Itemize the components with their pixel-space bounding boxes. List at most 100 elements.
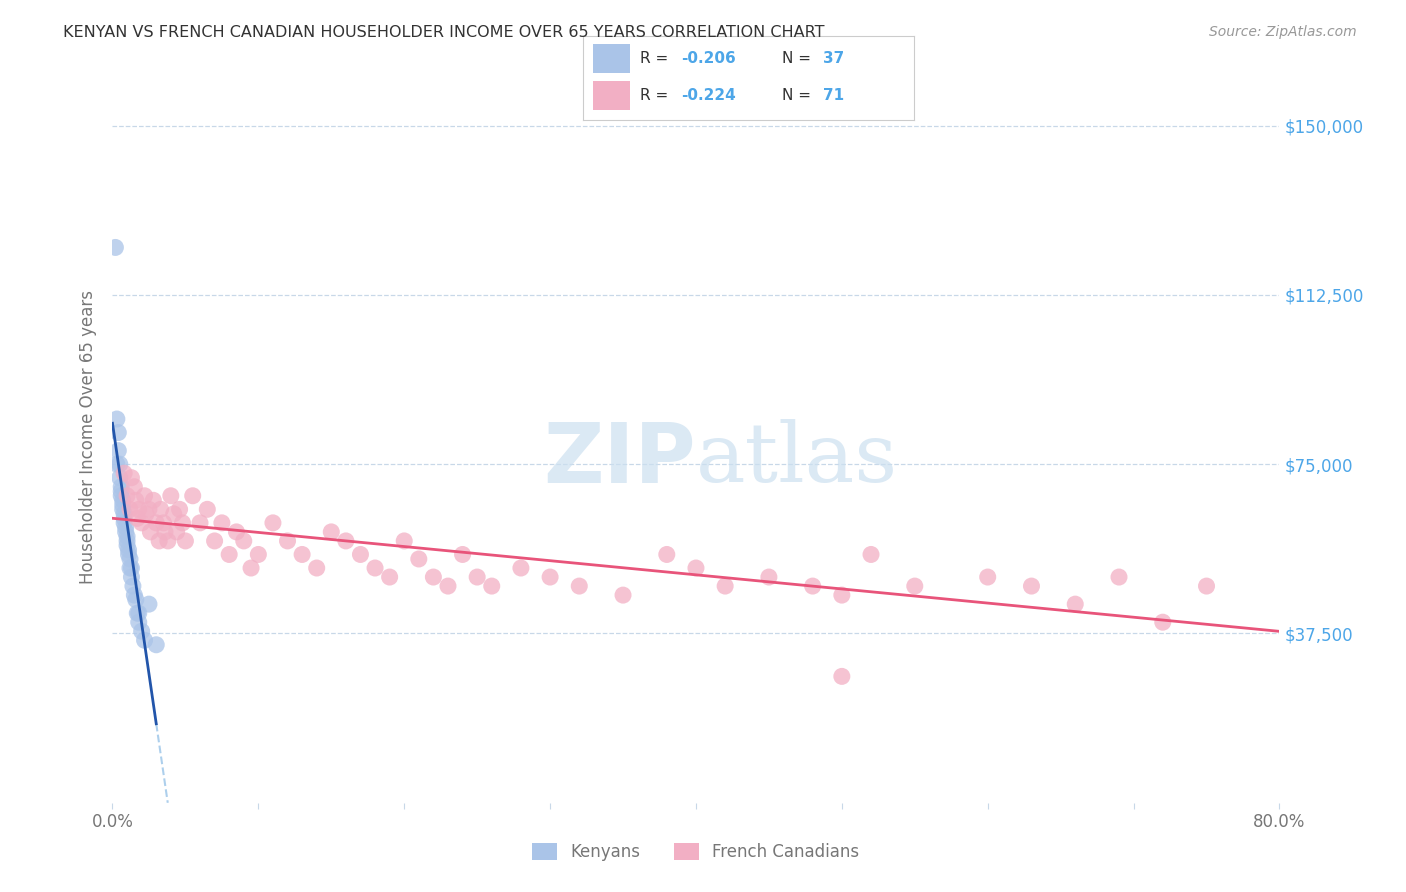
Point (114, 524, 136, 539)
Point (118, 552, 141, 566)
Point (120, 471, 142, 485)
Point (831, 669, 853, 683)
Point (134, 633, 156, 648)
Legend: Kenyans, French Canadians: Kenyans, French Canadians (526, 836, 866, 868)
Point (115, 533, 138, 548)
Point (568, 579, 591, 593)
Text: Source: ZipAtlas.com: Source: ZipAtlas.com (1209, 25, 1357, 39)
Point (1021, 579, 1043, 593)
Point (481, 579, 503, 593)
Point (128, 606, 150, 620)
Point (115, 529, 138, 543)
Point (394, 533, 416, 548)
Point (115, 538, 138, 552)
Point (128, 615, 150, 630)
Point (111, 498, 134, 512)
Point (204, 533, 226, 548)
Text: 37: 37 (823, 51, 844, 66)
Text: 71: 71 (823, 88, 844, 103)
Point (181, 489, 204, 503)
Point (117, 548, 139, 562)
Text: N =: N = (782, 51, 815, 66)
Point (115, 489, 138, 503)
Point (117, 543, 139, 558)
Point (188, 516, 211, 530)
Point (152, 516, 174, 530)
Point (138, 597, 160, 611)
Point (111, 502, 134, 516)
Text: -0.206: -0.206 (681, 51, 735, 66)
Point (111, 493, 134, 508)
Text: R =: R = (640, 88, 673, 103)
Bar (593, 81, 630, 111)
Point (169, 502, 191, 516)
Point (142, 493, 165, 508)
Point (831, 588, 853, 602)
Point (904, 579, 927, 593)
Point (114, 520, 136, 534)
Point (145, 516, 167, 530)
Point (218, 548, 240, 562)
Point (437, 579, 460, 593)
Point (714, 579, 737, 593)
Point (122, 579, 145, 593)
Point (262, 516, 284, 530)
Point (860, 548, 883, 562)
Point (801, 579, 824, 593)
Point (232, 533, 254, 548)
Point (195, 502, 218, 516)
Point (134, 489, 156, 503)
Point (422, 570, 444, 584)
Point (131, 516, 153, 530)
Point (240, 561, 263, 575)
Point (148, 533, 170, 548)
Point (321, 524, 343, 539)
Point (127, 606, 149, 620)
Point (225, 524, 247, 539)
Point (174, 533, 197, 548)
Point (509, 561, 531, 575)
Text: -0.224: -0.224 (681, 88, 735, 103)
Point (758, 570, 780, 584)
Point (138, 502, 160, 516)
Point (110, 489, 132, 503)
Point (125, 493, 148, 508)
Point (163, 507, 186, 521)
Y-axis label: Householder Income Over 65 years: Householder Income Over 65 years (79, 290, 97, 584)
Point (1152, 615, 1174, 630)
Point (172, 516, 194, 530)
Point (451, 548, 474, 562)
Point (156, 533, 179, 548)
Text: ZIP: ZIP (544, 418, 696, 500)
Point (349, 548, 371, 562)
Point (108, 471, 131, 485)
Point (976, 570, 998, 584)
Point (107, 443, 129, 458)
Point (108, 457, 131, 471)
Point (120, 570, 142, 584)
Point (125, 592, 148, 607)
Point (118, 502, 141, 516)
Point (1108, 570, 1130, 584)
Point (112, 466, 135, 480)
Point (112, 507, 135, 521)
Point (127, 511, 149, 525)
Point (112, 516, 135, 530)
Point (118, 561, 141, 575)
Text: R =: R = (640, 51, 673, 66)
Point (105, 412, 128, 426)
Point (124, 588, 146, 602)
Point (112, 511, 135, 525)
Point (153, 524, 176, 539)
Point (211, 516, 233, 530)
Point (408, 552, 430, 566)
Point (1064, 597, 1087, 611)
Point (378, 570, 401, 584)
Point (305, 561, 328, 575)
Point (166, 524, 188, 539)
Point (139, 524, 162, 539)
Point (105, 457, 128, 471)
Text: N =: N = (782, 88, 815, 103)
Point (107, 425, 129, 440)
Point (124, 480, 146, 494)
